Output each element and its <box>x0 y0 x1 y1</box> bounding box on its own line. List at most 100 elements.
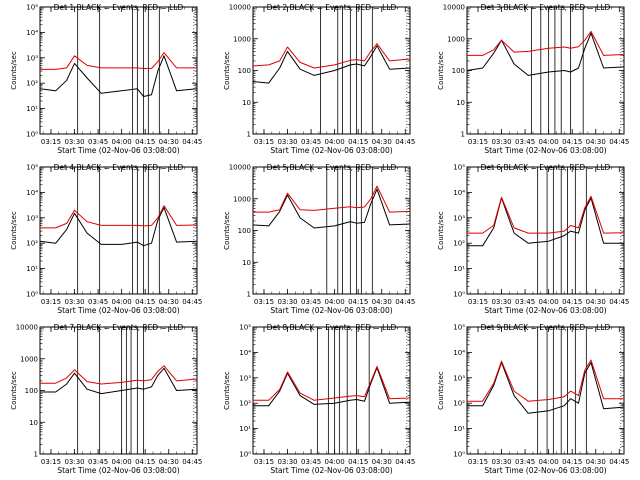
x-axis-label: Start Time (02-Nov-06 03:08:00) <box>484 146 606 155</box>
x-tick-label: 04:45 <box>609 458 629 466</box>
x-tick-label: 03:45 <box>301 138 321 146</box>
chart-panel-3: Det 3 BLACK = Events, RED = LLD110100100… <box>437 3 629 155</box>
y-tick-label: 100 <box>238 67 251 75</box>
y-tick-label: 10⁰ <box>26 131 38 139</box>
y-tick-label: 10⁵ <box>26 4 38 12</box>
x-tick-label: 03:15 <box>41 298 61 306</box>
x-tick-label: 04:15 <box>348 298 368 306</box>
x-tick-label: 03:30 <box>277 298 297 306</box>
x-axis-label: Start Time (02-Nov-06 03:08:00) <box>484 306 606 315</box>
plot-frame <box>252 6 411 135</box>
x-tick-label: 03:30 <box>64 458 84 466</box>
y-tick-label: 10⁰ <box>453 291 465 299</box>
x-tick-label: 04:00 <box>325 138 345 146</box>
x-tick-label: 03:30 <box>277 458 297 466</box>
chart-panel-2: Det 2 BLACK = Events, RED = LLD110100100… <box>223 3 415 155</box>
y-tick-label: 10⁵ <box>453 324 465 332</box>
x-tick-label: 04:30 <box>159 298 179 306</box>
y-tick-label: 10000 <box>229 164 251 172</box>
series-line-lld <box>253 43 410 69</box>
x-tick-label: 04:00 <box>112 298 132 306</box>
x-tick-label: 03:45 <box>301 298 321 306</box>
x-axis-label: Start Time (02-Nov-06 03:08:00) <box>270 306 392 315</box>
y-tick-label: 10¹ <box>453 425 465 433</box>
x-tick-label: 03:45 <box>515 298 535 306</box>
x-tick-label: 03:30 <box>64 298 84 306</box>
series-line-events <box>253 188 410 229</box>
y-tick-label: 10000 <box>229 4 251 12</box>
y-tick-label: 1 <box>247 131 251 139</box>
series-line-events <box>253 45 410 84</box>
y-tick-label: 10³ <box>26 214 38 222</box>
y-tick-label: 10¹ <box>26 265 38 273</box>
y-tick-label: 10⁴ <box>239 349 251 357</box>
series-line-lld <box>467 359 624 402</box>
series-line-lld <box>40 365 197 385</box>
x-tick-label: 03:45 <box>88 298 108 306</box>
x-tick-label: 04:45 <box>395 298 415 306</box>
x-tick-label: 03:45 <box>88 138 108 146</box>
plot-frame <box>252 326 411 455</box>
y-tick-label: 1 <box>461 131 465 139</box>
y-tick-label: 10⁴ <box>453 189 465 197</box>
x-tick-label: 04:00 <box>539 458 559 466</box>
y-tick-label: 10¹ <box>453 265 465 273</box>
y-tick-label: 1000 <box>20 355 38 363</box>
x-tick-label: 03:30 <box>491 138 511 146</box>
x-tick-label: 03:15 <box>254 298 274 306</box>
series-line-lld <box>467 195 624 234</box>
y-axis-label: Counts/sec <box>223 51 231 90</box>
y-tick-label: 1000 <box>233 35 251 43</box>
x-tick-label: 03:45 <box>301 458 321 466</box>
y-tick-label: 10⁴ <box>26 29 38 37</box>
chart-panel-8: Det 8 BLACK = Events, RED = LLD10⁰10¹10²… <box>223 323 415 475</box>
x-tick-label: 04:30 <box>586 298 606 306</box>
chart-panel-5: Det 5 BLACK = Events, RED = LLD110100100… <box>223 163 415 315</box>
y-tick-label: 10⁴ <box>453 349 465 357</box>
x-axis-label: Start Time (02-Nov-06 03:08:00) <box>270 466 392 475</box>
series-line-events <box>253 367 410 407</box>
x-axis-label: Start Time (02-Nov-06 03:08:00) <box>270 146 392 155</box>
y-tick-label: 10⁰ <box>239 451 251 459</box>
x-tick-label: 04:00 <box>325 298 345 306</box>
x-tick-label: 04:00 <box>539 298 559 306</box>
y-axis-label: Counts/sec <box>10 371 18 410</box>
y-tick-label: 10 <box>242 99 251 107</box>
x-tick-label: 03:15 <box>41 458 61 466</box>
x-tick-label: 04:15 <box>562 458 582 466</box>
x-tick-label: 04:15 <box>348 138 368 146</box>
y-tick-label: 1 <box>34 451 38 459</box>
plot-frame <box>466 6 625 135</box>
series-line-lld <box>253 185 410 213</box>
y-tick-label: 100 <box>25 387 38 395</box>
y-tick-label: 10³ <box>239 374 251 382</box>
y-tick-label: 10³ <box>453 374 465 382</box>
plot-frame <box>466 166 625 295</box>
x-axis-label: Start Time (02-Nov-06 03:08:00) <box>484 466 606 475</box>
y-tick-label: 10¹ <box>239 425 251 433</box>
chart-panel-4: Det 4 BLACK = Events, RED = LLD10⁰10¹10²… <box>10 163 202 315</box>
x-tick-label: 04:15 <box>562 138 582 146</box>
chart-panel-7: Det 7 BLACK = Events, RED = LLD110100100… <box>10 323 202 475</box>
x-tick-label: 04:45 <box>395 458 415 466</box>
x-tick-label: 04:00 <box>112 138 132 146</box>
plot-frame <box>466 326 625 455</box>
x-tick-label: 04:00 <box>112 458 132 466</box>
x-tick-label: 04:30 <box>372 298 392 306</box>
x-tick-label: 04:45 <box>609 138 629 146</box>
x-axis-label: Start Time (02-Nov-06 03:08:00) <box>57 146 179 155</box>
x-tick-label: 04:30 <box>159 138 179 146</box>
plot-frame <box>39 6 198 135</box>
series-line-lld <box>40 205 197 229</box>
x-tick-label: 04:45 <box>182 138 202 146</box>
x-tick-label: 04:15 <box>135 138 155 146</box>
x-tick-label: 04:30 <box>159 458 179 466</box>
y-tick-label: 10² <box>26 240 38 248</box>
x-axis-label: Start Time (02-Nov-06 03:08:00) <box>57 466 179 475</box>
y-tick-label: 1000 <box>447 35 465 43</box>
y-tick-label: 10000 <box>16 324 38 332</box>
y-axis-label: Counts/sec <box>223 371 231 410</box>
series-line-events <box>467 32 624 76</box>
x-tick-label: 03:15 <box>468 298 488 306</box>
